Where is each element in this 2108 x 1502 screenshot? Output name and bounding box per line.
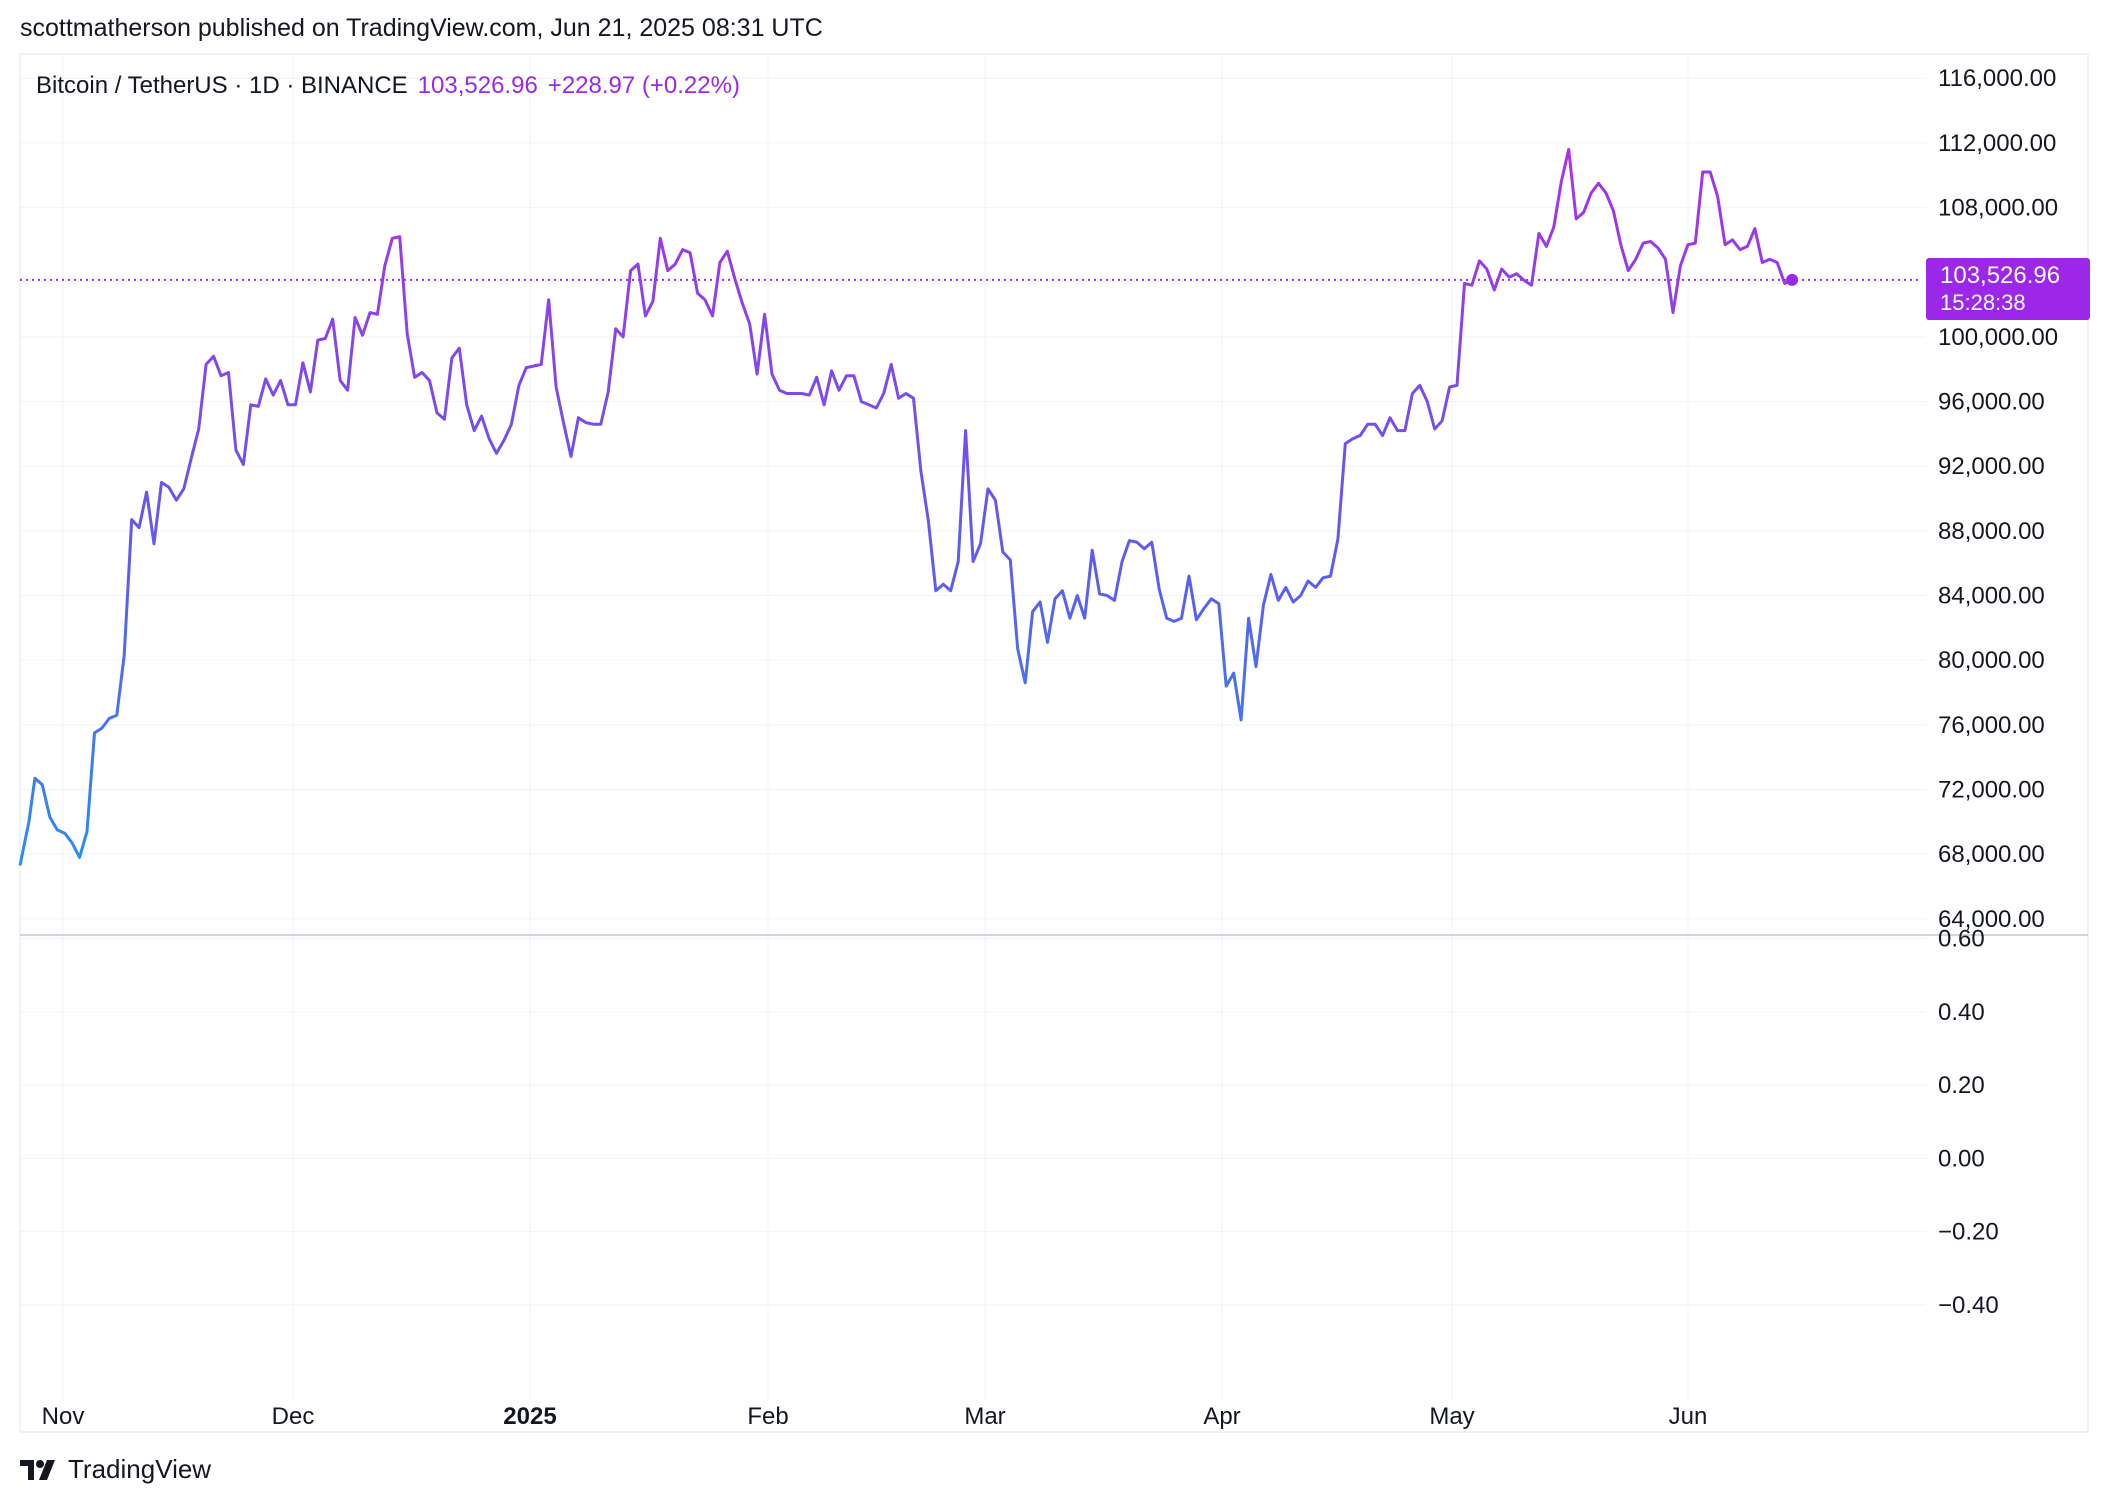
y-tick-label: 116,000.00 [1938,65,2056,92]
x-tick-label: Mar [964,1403,1005,1430]
y-tick-label: 72,000.00 [1938,777,2045,804]
x-tick-label: Apr [1203,1403,1240,1430]
legend-symbol: Bitcoin / TetherUS · 1D · BINANCE [36,72,408,99]
x-tick-label: Dec [272,1403,315,1430]
y-tick-label: 88,000.00 [1938,518,2045,545]
gridlines [20,54,1926,1400]
price-tag-value: 103,526.96 [1940,262,2061,289]
indicator-tick-label: −0.20 [1938,1219,1999,1246]
x-tick-label: Nov [42,1403,85,1430]
x-tick-label: May [1429,1403,1474,1430]
y-tick-label: 76,000.00 [1938,712,2045,739]
price-axis[interactable]: 116,000.00 112,000.00 108,000.00 100,000.00… [1938,65,2058,933]
y-tick-label: 64,000.00 [1938,906,2045,933]
y-tick-label: 68,000.00 [1938,841,2045,868]
y-tick-label: 92,000.00 [1938,453,2045,480]
publisher-line: scottmatherson published on TradingView.… [20,14,823,42]
price-tag-countdown: 15:28:38 [1940,290,2026,315]
y-tick-label: 112,000.00 [1938,130,2056,157]
legend-change: +228.97 (+0.22%) [547,72,740,99]
indicator-tick-label: 0.00 [1938,1145,1985,1172]
y-tick-label: 84,000.00 [1938,583,2045,610]
tradingview-logo-icon [20,1459,55,1480]
x-tick-label: Jun [1669,1403,1708,1430]
legend-last-price: 103,526.96 [417,72,538,99]
indicator-tick-label: 0.40 [1938,999,1985,1026]
x-tick-label: 2025 [503,1403,556,1430]
last-price-tag: 103,526.96 15:28:38 [1926,258,2090,320]
y-tick-label: 80,000.00 [1938,647,2045,674]
indicator-tick-label: 0.60 [1938,926,1985,953]
footer-brand: TradingView [68,1454,212,1484]
y-tick-label: 96,000.00 [1938,389,2045,416]
price-series-line[interactable] [18,147,1793,866]
indicator-axis[interactable]: 0.60 0.40 0.20 0.00 −0.20 −0.40 [1938,926,1999,1319]
chart-frame [19,53,2089,1433]
y-tick-label: 108,000.00 [1938,195,2058,222]
y-tick-label: 100,000.00 [1938,324,2058,351]
indicator-tick-label: −0.40 [1938,1292,1999,1319]
time-axis[interactable]: Nov Dec 2025 Feb Mar Apr May Jun [42,1403,1708,1430]
chart-legend[interactable]: Bitcoin / TetherUS · 1D · BINANCE 103,526… [36,72,740,100]
tradingview-footer[interactable]: TradingView [20,1454,211,1485]
x-tick-label: Feb [747,1403,788,1430]
last-price-dot [1786,273,1799,286]
indicator-tick-label: 0.20 [1938,1072,1985,1099]
